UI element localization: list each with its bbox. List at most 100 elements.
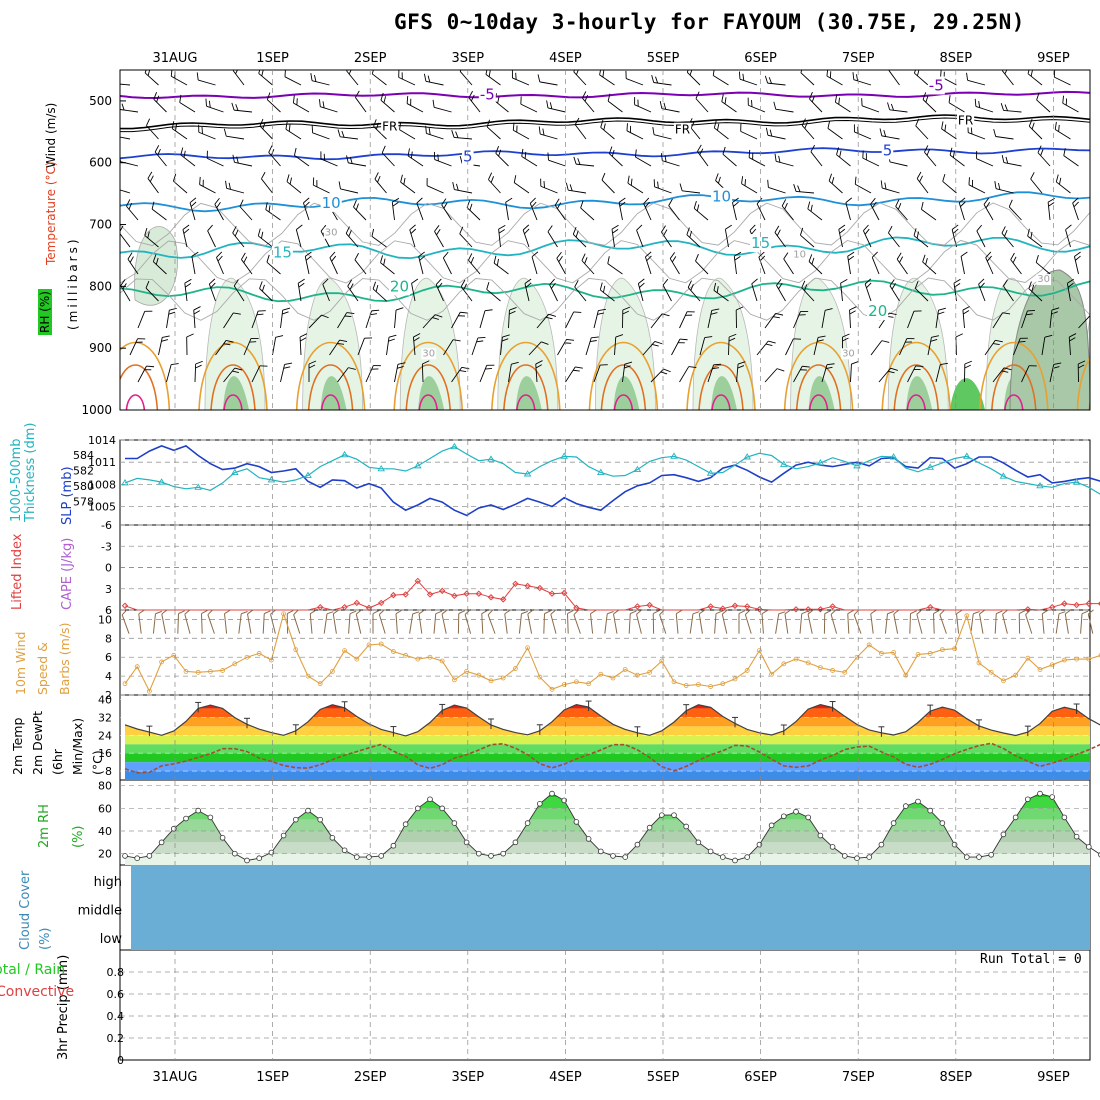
bl-contour-35 xyxy=(808,394,829,410)
wind-barb xyxy=(993,129,1014,140)
contour-label: 5 xyxy=(463,148,473,166)
contour-label: 20 xyxy=(390,277,409,295)
wind-barb xyxy=(724,224,732,248)
bl-contour-25 xyxy=(881,341,951,410)
wind-barb xyxy=(888,70,900,86)
wind-barb xyxy=(207,224,216,248)
wind-barb xyxy=(920,201,937,221)
contour-label: -5 xyxy=(480,86,495,104)
rh-point xyxy=(610,853,616,859)
wind-point xyxy=(976,660,982,666)
wind-barb xyxy=(1008,199,1022,221)
wind10m-barb xyxy=(207,609,215,634)
wind-barb xyxy=(380,92,395,113)
wind-point xyxy=(793,656,799,662)
wind-barb xyxy=(232,154,253,167)
wind-barb xyxy=(747,97,766,113)
li-marker xyxy=(829,603,836,610)
legend-convective: Convective xyxy=(0,984,75,1000)
temp-tick-label: 32 xyxy=(98,711,112,724)
wind-barb xyxy=(699,336,713,356)
li-marker xyxy=(365,604,373,612)
rh-point xyxy=(976,854,982,860)
wind-barb xyxy=(799,227,815,248)
wind-barb xyxy=(607,93,623,113)
wind-point xyxy=(696,682,701,688)
rh-point xyxy=(988,851,994,858)
rh-point xyxy=(280,832,287,839)
wind-barb xyxy=(974,98,994,113)
rh-band xyxy=(125,808,1090,820)
wind-barb xyxy=(286,174,302,194)
wind-barb xyxy=(580,200,595,221)
rh-point xyxy=(695,839,702,846)
wind-barb xyxy=(1035,255,1051,275)
thickness-marker xyxy=(450,442,459,450)
rh-point xyxy=(854,855,860,861)
wind-barb xyxy=(756,197,766,221)
rh-point xyxy=(207,814,214,821)
wind-point xyxy=(647,669,652,675)
wind-barb xyxy=(374,172,387,194)
wind-barb xyxy=(373,119,387,140)
ylabel-temperature: Temperature (°C) xyxy=(44,161,58,265)
wind10m-barb xyxy=(395,609,403,634)
wind-barb xyxy=(394,362,406,383)
wind-barb xyxy=(152,254,167,275)
wind-barb xyxy=(984,339,1003,356)
wind-barb xyxy=(172,173,188,194)
wind-barb xyxy=(399,122,416,140)
rh-point xyxy=(732,857,738,864)
bl-contour-25 xyxy=(1076,356,1090,410)
wind-barb xyxy=(1074,251,1081,275)
wind-barb xyxy=(303,197,310,221)
wind-barb xyxy=(669,252,680,275)
wind-barb xyxy=(479,309,493,329)
wind-barb xyxy=(521,148,538,167)
thickness-marker xyxy=(340,450,349,458)
wind-barb xyxy=(145,280,159,302)
wind-barb xyxy=(536,313,556,329)
wind-point xyxy=(281,611,287,617)
rh-tick-label: 80 xyxy=(98,780,112,793)
wind10m-barb xyxy=(286,610,294,634)
wind10m-panel xyxy=(119,609,1091,696)
rh-band xyxy=(125,793,1090,797)
li-marker xyxy=(548,590,556,597)
rh-tick-label: 60 xyxy=(98,802,112,815)
wind-point xyxy=(329,668,335,674)
wind-barb xyxy=(488,172,501,194)
contour-label: FR xyxy=(958,113,973,127)
slp-panel xyxy=(119,439,1091,526)
wind-barb xyxy=(834,94,851,113)
wind-barb xyxy=(158,335,170,356)
wind-barb xyxy=(426,178,444,194)
wind-barb xyxy=(365,365,381,383)
bl-contour-25 xyxy=(198,341,268,410)
wind-barb xyxy=(443,339,461,356)
wind-barb xyxy=(460,279,473,302)
wind-barb xyxy=(537,74,558,86)
wind-point xyxy=(818,665,823,671)
rh-point xyxy=(561,797,567,804)
wind-barb xyxy=(783,252,794,275)
rh-point xyxy=(122,853,128,859)
pressure-tick-label: 700 xyxy=(89,218,112,232)
wind-point xyxy=(537,674,543,680)
wind-barb xyxy=(354,252,367,275)
wind-barb xyxy=(738,71,758,86)
li-marker xyxy=(707,603,714,610)
wind-barb xyxy=(565,366,583,383)
wind10m-barb xyxy=(939,609,947,634)
rh-point xyxy=(597,848,604,855)
wind-barb xyxy=(259,118,273,140)
wind-point xyxy=(927,651,933,656)
wind-barb xyxy=(582,91,595,113)
wind-barb xyxy=(357,337,373,356)
li-marker xyxy=(438,587,446,595)
wind-point xyxy=(122,681,128,687)
wind10m-barb xyxy=(652,610,660,634)
thickness-marker xyxy=(121,478,129,486)
wind-point xyxy=(244,654,250,660)
thickness-tick-label: 582 xyxy=(73,465,94,478)
